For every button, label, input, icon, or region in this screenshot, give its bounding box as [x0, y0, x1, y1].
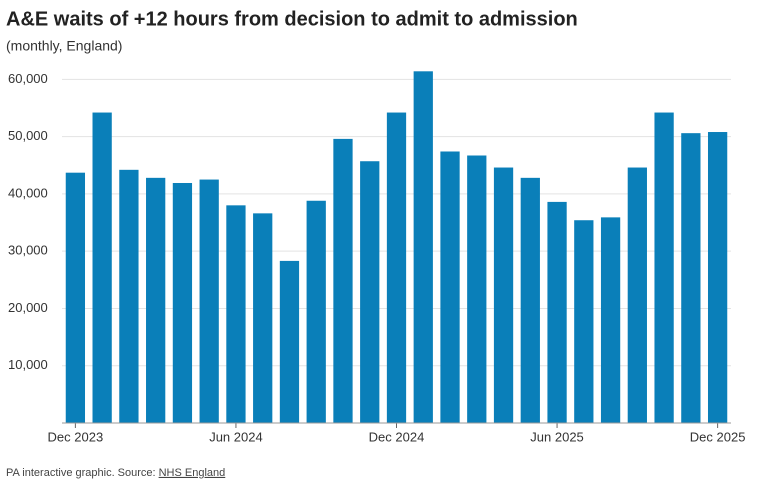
bar: [333, 138, 353, 423]
bar: [226, 205, 246, 423]
bar: [574, 220, 594, 423]
bar: [306, 200, 326, 423]
chart-subtitle: (monthly, England): [6, 38, 122, 54]
bar: [440, 151, 460, 423]
bar: [654, 112, 674, 424]
bar: [279, 260, 300, 423]
x-tick-label: Dec 2025: [690, 429, 746, 444]
bar: [146, 177, 166, 423]
bar: [413, 71, 433, 424]
x-tick-label: Jun 2025: [530, 429, 584, 444]
bar: [627, 167, 647, 423]
y-tick-label: 20,000: [8, 300, 48, 315]
y-tick-label: 60,000: [8, 71, 48, 86]
y-tick-label: 30,000: [8, 243, 48, 258]
bar: [681, 133, 701, 423]
chart-title: A&E waits of +12 hours from decision to …: [6, 8, 578, 30]
y-tick-label: 50,000: [8, 128, 48, 143]
bar: [467, 155, 487, 424]
footer: PA interactive graphic. Source:: [6, 467, 156, 479]
y-tick-label: 40,000: [8, 185, 48, 200]
bar: [707, 132, 728, 424]
bar: [547, 201, 567, 423]
y-tick-label: 10,000: [8, 357, 48, 372]
bar: [386, 112, 407, 424]
bar: [65, 172, 86, 423]
bar: [520, 177, 540, 423]
bar: [199, 179, 219, 423]
bar: [119, 169, 139, 423]
x-tick-label: Jun 2024: [209, 429, 263, 444]
bar: [92, 112, 112, 424]
bar: [600, 217, 621, 423]
bar: [360, 161, 380, 423]
bar: [172, 182, 193, 423]
source-link[interactable]: NHS England: [159, 467, 226, 479]
bar: [493, 167, 514, 423]
bar: [253, 213, 273, 423]
x-tick-label: Dec 2023: [48, 429, 104, 444]
x-tick-label: Dec 2024: [369, 429, 425, 444]
